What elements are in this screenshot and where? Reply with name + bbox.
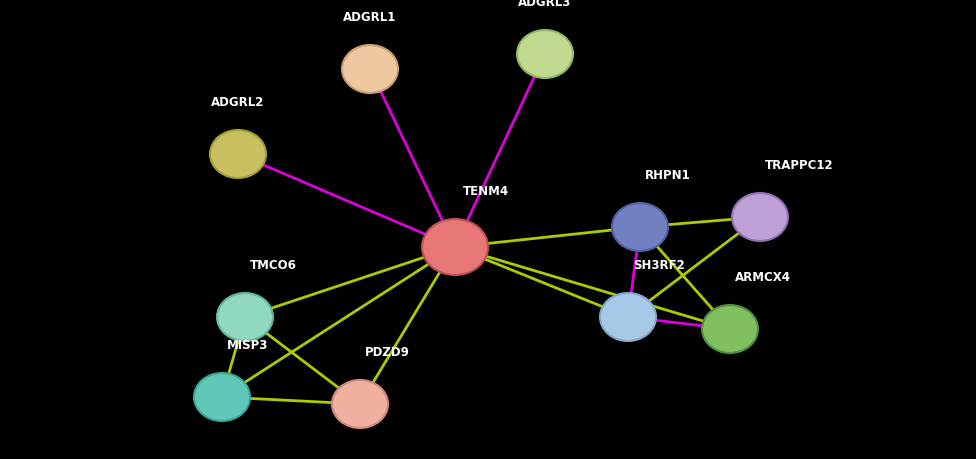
- Ellipse shape: [217, 293, 273, 341]
- Text: ADGRL3: ADGRL3: [518, 0, 572, 9]
- Ellipse shape: [612, 203, 668, 252]
- Text: RHPN1: RHPN1: [645, 168, 691, 182]
- Text: TMCO6: TMCO6: [250, 258, 297, 271]
- Text: MISP3: MISP3: [227, 338, 268, 351]
- Ellipse shape: [194, 373, 250, 421]
- Ellipse shape: [600, 293, 656, 341]
- Ellipse shape: [210, 131, 266, 179]
- Text: ADGRL1: ADGRL1: [344, 11, 396, 24]
- Ellipse shape: [517, 31, 573, 79]
- Ellipse shape: [732, 194, 788, 241]
- Text: PDZD9: PDZD9: [365, 345, 410, 358]
- Text: ARMCX4: ARMCX4: [735, 270, 791, 283]
- Ellipse shape: [342, 46, 398, 94]
- Ellipse shape: [332, 380, 388, 428]
- Text: ADGRL2: ADGRL2: [212, 96, 264, 109]
- Text: SH3RF2: SH3RF2: [633, 258, 685, 271]
- Text: TRAPPC12: TRAPPC12: [765, 159, 834, 172]
- Text: TENM4: TENM4: [463, 185, 509, 197]
- Ellipse shape: [422, 219, 488, 275]
- Ellipse shape: [702, 305, 758, 353]
